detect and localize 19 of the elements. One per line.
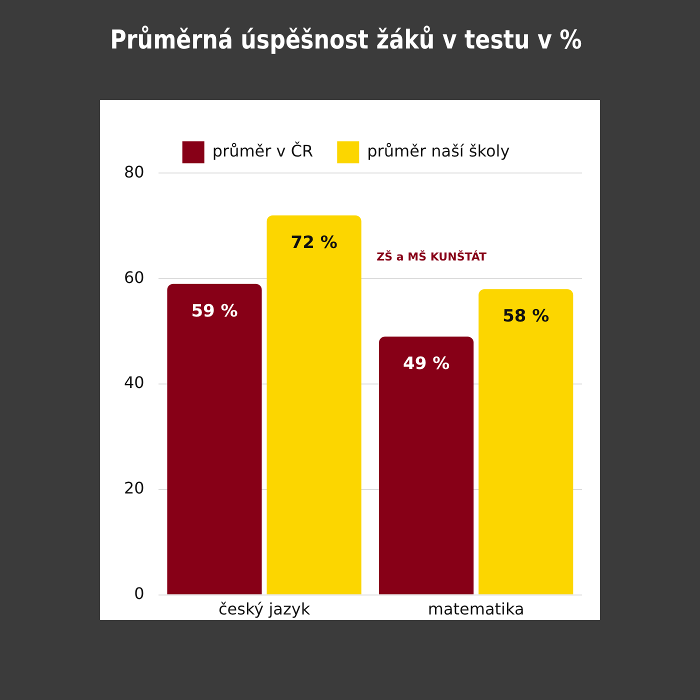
bar xyxy=(266,215,362,594)
legend-label: průměr naší školy xyxy=(367,141,510,160)
y-tick-label: 20 xyxy=(124,478,144,498)
x-tick-label: matematika xyxy=(428,600,524,619)
annotation: ZŠ a MŠ KUNŠTÁT xyxy=(376,249,488,264)
bar xyxy=(379,336,474,594)
data-label: 59 % xyxy=(191,301,238,322)
legend-label: průměr v ČR xyxy=(212,141,314,160)
bar xyxy=(167,284,262,594)
y-tick-label: 0 xyxy=(134,584,144,603)
data-label: 72 % xyxy=(290,232,338,253)
data-label: 58 % xyxy=(502,306,550,327)
y-tick-label: 80 xyxy=(124,162,144,182)
data-label: 49 % xyxy=(403,354,450,374)
chart-title: Průměrná úspěšnost žáků v testu v % xyxy=(110,24,582,55)
y-tick-label: 40 xyxy=(124,373,144,392)
bar xyxy=(478,289,574,594)
y-tick-label: 60 xyxy=(124,268,144,287)
x-tick-label: český jazyk xyxy=(218,600,311,619)
